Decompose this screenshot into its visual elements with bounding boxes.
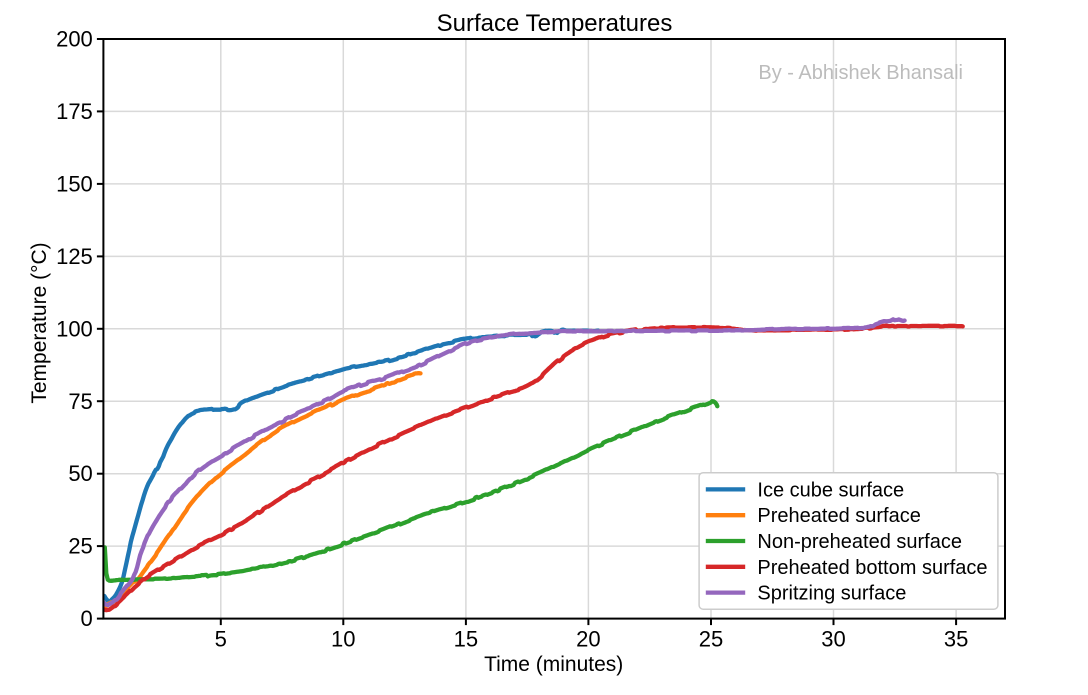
svg-text:25: 25: [699, 627, 723, 652]
svg-text:0: 0: [81, 606, 93, 631]
svg-text:Surface Temperatures: Surface Temperatures: [437, 10, 673, 37]
svg-text:5: 5: [215, 627, 227, 652]
svg-text:30: 30: [821, 627, 845, 652]
svg-text:50: 50: [68, 461, 92, 486]
svg-text:Preheated surface: Preheated surface: [757, 505, 920, 527]
svg-text:125: 125: [56, 244, 93, 269]
svg-text:150: 150: [56, 171, 93, 196]
svg-text:Non-preheated surface: Non-preheated surface: [757, 531, 962, 553]
svg-text:75: 75: [68, 389, 92, 414]
svg-text:200: 200: [56, 27, 93, 52]
svg-text:Spritzing surface: Spritzing surface: [757, 583, 906, 605]
svg-text:35: 35: [944, 627, 968, 652]
svg-text:100: 100: [56, 316, 93, 341]
svg-text:175: 175: [56, 99, 93, 124]
svg-text:Ice cube surface: Ice cube surface: [757, 479, 904, 501]
svg-text:By - Abhishek Bhansali: By - Abhishek Bhansali: [758, 62, 963, 84]
svg-text:Time (minutes): Time (minutes): [484, 653, 623, 676]
svg-text:15: 15: [454, 627, 478, 652]
svg-text:25: 25: [68, 534, 92, 559]
svg-text:20: 20: [576, 627, 600, 652]
svg-text:Temperature (°C): Temperature (°C): [28, 242, 51, 403]
svg-text:Preheated bottom surface: Preheated bottom surface: [757, 557, 987, 579]
svg-text:10: 10: [331, 627, 355, 652]
